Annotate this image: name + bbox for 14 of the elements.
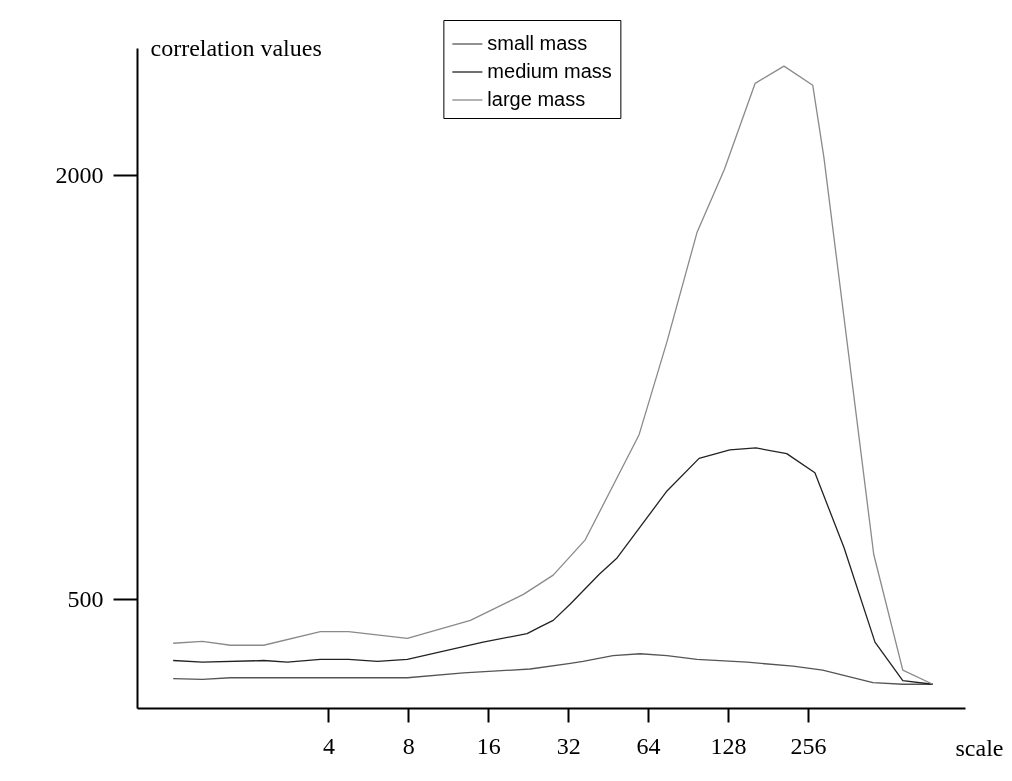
y-tick-label: 500 [67,585,104,612]
x-tick-label: 128 [710,732,747,759]
y-axis-title: correlation values [150,34,322,61]
x-tick-label: 64 [636,732,661,759]
legend-label: medium mass [487,60,612,82]
x-tick-label: 16 [476,732,501,759]
legend-label: large mass [487,88,586,110]
legend-label: small mass [487,32,588,54]
y-tick-label: 2000 [55,161,104,188]
x-tick-label: 4 [322,732,335,759]
x-tick-label: 256 [790,732,827,759]
x-axis-title: scale [955,734,1004,761]
x-tick-label: 8 [402,732,415,759]
x-tick-label: 32 [556,732,581,759]
